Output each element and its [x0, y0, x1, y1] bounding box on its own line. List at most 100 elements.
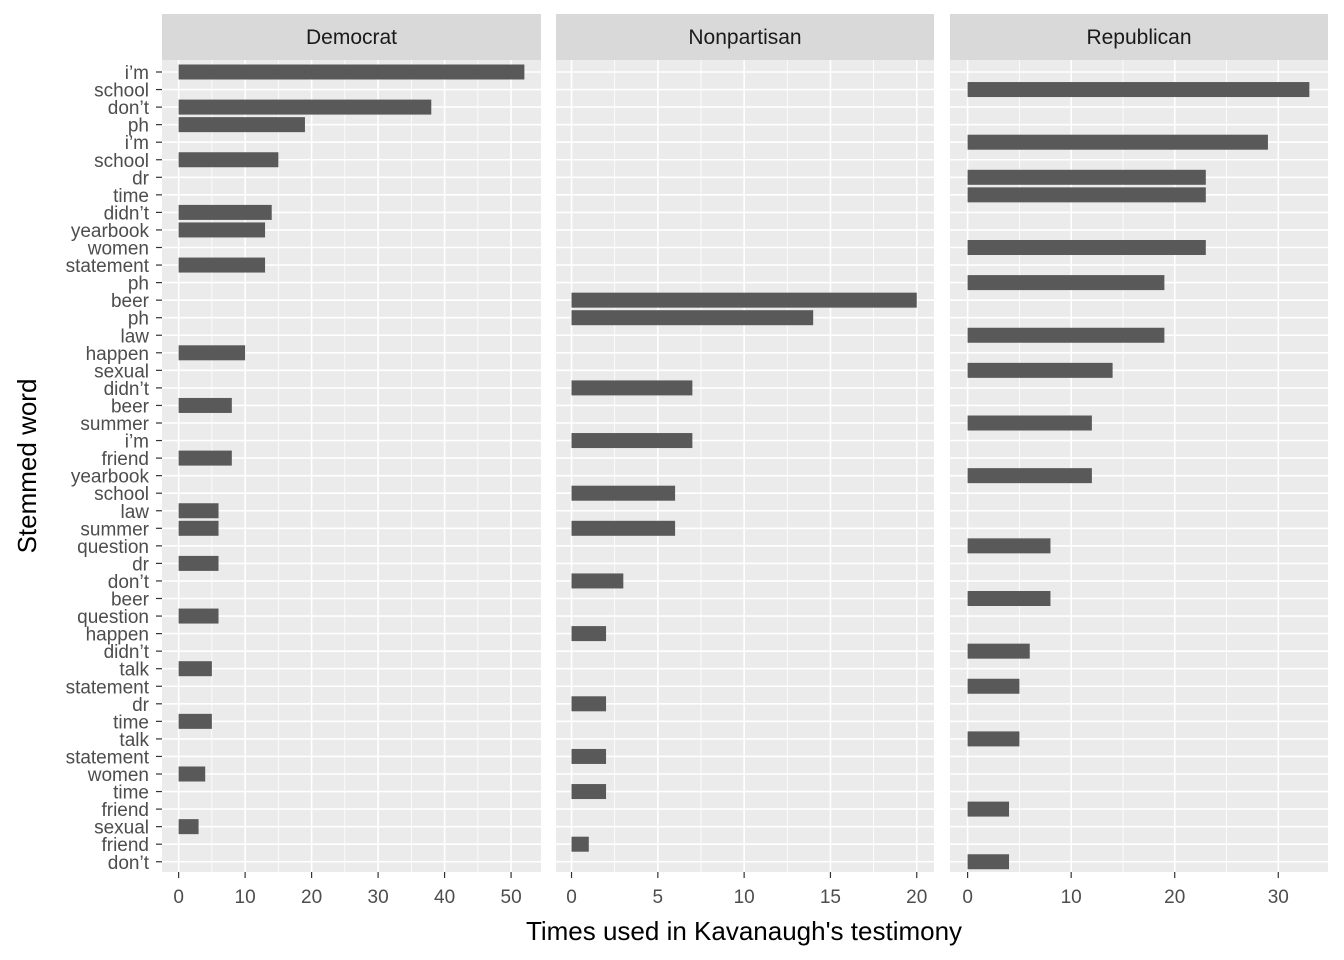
bar [967, 415, 1092, 431]
bar [571, 626, 607, 642]
bar [571, 836, 589, 852]
bar [178, 819, 199, 835]
y-tick-label: school [94, 151, 149, 172]
panel-nonpartisan: Nonpartisan 0 5 10 15 20 [556, 14, 934, 908]
bar [178, 766, 206, 782]
bar [178, 555, 219, 571]
bar [571, 292, 917, 308]
y-tick-label: i’m [125, 432, 149, 453]
y-tick-label: women [87, 765, 149, 786]
y-tick-label: happen [86, 625, 149, 646]
y-tick-label: sexual [94, 361, 149, 382]
bar [967, 275, 1165, 291]
y-tick-label: sexual [94, 818, 149, 839]
y-tick-label: didn’t [104, 203, 150, 224]
strip-background [556, 14, 934, 60]
x-tick-label: 20 [301, 887, 322, 908]
y-axis-labels: i’mschooldon’tphi’mschooldrtimedidn’tyea… [66, 63, 162, 874]
bar [571, 784, 607, 800]
bar [178, 520, 219, 536]
y-tick-label: yearbook [71, 467, 150, 488]
y-tick-label: talk [119, 730, 149, 751]
x-tick-label: 10 [734, 887, 755, 908]
bar [178, 397, 232, 413]
x-tick-label: 0 [173, 887, 184, 908]
bar [967, 643, 1030, 659]
bar [178, 608, 219, 624]
bar [967, 468, 1092, 484]
strip-background [162, 14, 541, 60]
y-tick-label: ph [128, 116, 149, 137]
bar [178, 257, 266, 273]
x-tick-label: 0 [962, 887, 973, 908]
bar [178, 503, 219, 519]
bar [571, 433, 693, 449]
strip-background [950, 14, 1328, 60]
bar [178, 99, 432, 115]
panel-background [162, 60, 541, 872]
y-tick-label: summer [80, 519, 149, 540]
bar [178, 64, 525, 80]
panel-republican: Republican 0 10 20 30 [950, 14, 1328, 908]
y-tick-label: time [113, 186, 149, 207]
y-tick-label: summer [80, 414, 149, 435]
strip-label: Republican [1086, 26, 1191, 49]
y-tick-label: question [77, 537, 149, 558]
y-tick-label: law [120, 326, 149, 347]
x-axis-title: Times used in Kavanaugh's testimony [526, 916, 962, 946]
x-tick-label: 15 [820, 887, 841, 908]
y-tick-label: yearbook [71, 221, 150, 242]
bar [967, 327, 1165, 343]
y-tick-label: didn’t [104, 642, 150, 663]
y-tick-label: talk [119, 660, 149, 681]
bar [571, 573, 624, 589]
bar [967, 187, 1206, 203]
bar [178, 204, 272, 220]
bar [967, 538, 1051, 554]
bar [967, 731, 1020, 747]
y-tick-label: women [87, 239, 149, 260]
x-tick-label: 30 [1268, 887, 1289, 908]
y-tick-label: dr [132, 168, 150, 189]
y-tick-label: statement [66, 677, 150, 698]
x-tick-label: 40 [434, 887, 455, 908]
y-tick-label: time [113, 783, 149, 804]
y-tick-label: friend [101, 835, 149, 856]
bar [967, 362, 1113, 378]
y-tick-label: beer [111, 590, 150, 611]
bar [178, 117, 305, 133]
panel-background [556, 60, 934, 872]
y-tick-label: ph [128, 309, 149, 330]
x-tick-label: 10 [1061, 887, 1082, 908]
bar [178, 152, 279, 168]
bar [178, 345, 246, 361]
bar [571, 485, 676, 501]
bar [967, 591, 1051, 606]
bar [571, 520, 676, 536]
y-tick-label: don’t [108, 853, 150, 874]
bar [571, 748, 607, 764]
bar [571, 310, 814, 326]
x-tick-label: 5 [653, 887, 664, 908]
x-tick-label: 30 [368, 887, 389, 908]
y-tick-label: i’m [125, 133, 149, 154]
bar [967, 678, 1020, 694]
y-tick-label: ph [128, 274, 149, 295]
y-tick-label: time [113, 712, 149, 733]
strip-label: Nonpartisan [688, 26, 801, 49]
y-tick-label: law [120, 502, 149, 523]
y-tick-label: beer [111, 396, 150, 417]
y-tick-label: question [77, 607, 149, 628]
bar [178, 222, 266, 238]
bar [967, 134, 1268, 150]
bar [571, 696, 607, 712]
bar [967, 854, 1010, 870]
y-tick-label: friend [101, 449, 149, 470]
x-tick-label: 50 [501, 887, 522, 908]
y-tick-label: don’t [108, 572, 150, 593]
y-tick-label: don’t [108, 98, 150, 119]
bar [967, 801, 1010, 817]
x-tick-label: 20 [906, 887, 927, 908]
x-tick-label: 10 [235, 887, 256, 908]
